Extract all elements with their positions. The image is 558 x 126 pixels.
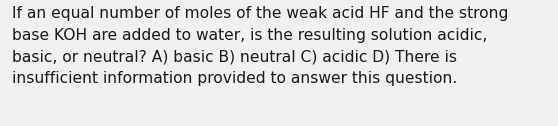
- Text: If an equal number of moles of the weak acid HF and the strong
base KOH are adde: If an equal number of moles of the weak …: [12, 6, 509, 86]
